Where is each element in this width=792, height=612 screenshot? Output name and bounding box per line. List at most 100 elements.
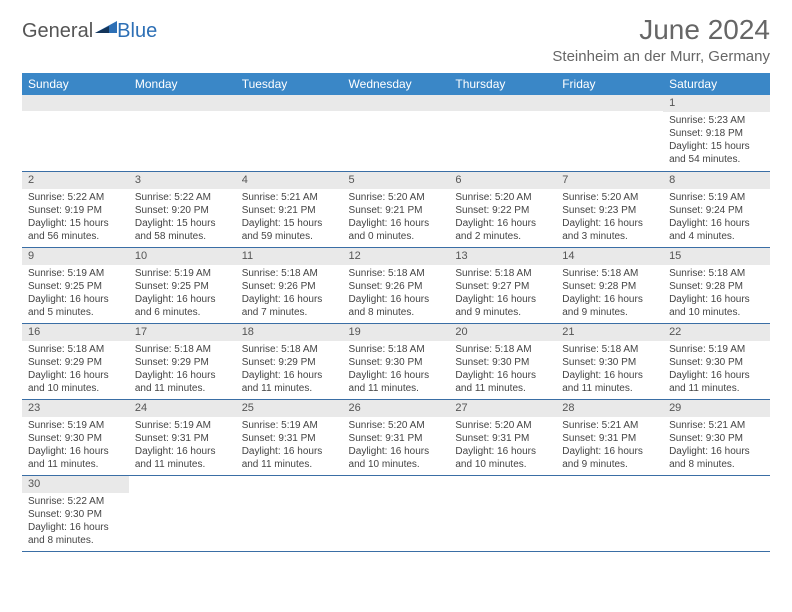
- day-details: Sunrise: 5:18 AMSunset: 9:28 PMDaylight:…: [663, 265, 770, 322]
- day-number: 25: [236, 400, 343, 417]
- day-number: 24: [129, 400, 236, 417]
- day-details: Sunrise: 5:21 AMSunset: 9:30 PMDaylight:…: [663, 417, 770, 474]
- day-line-d2: and 10 minutes.: [669, 306, 764, 319]
- empty-day-strip: [343, 95, 450, 111]
- calendar-day: 4Sunrise: 5:21 AMSunset: 9:21 PMDaylight…: [236, 171, 343, 247]
- day-line-d2: and 6 minutes.: [135, 306, 230, 319]
- calendar-day: 21Sunrise: 5:18 AMSunset: 9:30 PMDayligh…: [556, 323, 663, 399]
- weekday-header: Tuesday: [236, 73, 343, 95]
- day-line-d1: Daylight: 16 hours: [349, 293, 444, 306]
- day-line-d2: and 11 minutes.: [669, 382, 764, 395]
- day-line-sr: Sunrise: 5:19 AM: [669, 191, 764, 204]
- day-line-ss: Sunset: 9:18 PM: [669, 127, 764, 140]
- calendar-day: 25Sunrise: 5:19 AMSunset: 9:31 PMDayligh…: [236, 399, 343, 475]
- day-line-d2: and 11 minutes.: [135, 382, 230, 395]
- calendar-day-empty: [129, 475, 236, 551]
- day-line-ss: Sunset: 9:30 PM: [28, 508, 123, 521]
- day-line-ss: Sunset: 9:24 PM: [669, 204, 764, 217]
- day-line-d1: Daylight: 16 hours: [28, 445, 123, 458]
- day-line-d2: and 9 minutes.: [455, 306, 550, 319]
- day-line-sr: Sunrise: 5:22 AM: [28, 495, 123, 508]
- day-line-sr: Sunrise: 5:19 AM: [135, 419, 230, 432]
- day-line-sr: Sunrise: 5:18 AM: [135, 343, 230, 356]
- day-number: 28: [556, 400, 663, 417]
- calendar-day: 22Sunrise: 5:19 AMSunset: 9:30 PMDayligh…: [663, 323, 770, 399]
- day-line-d1: Daylight: 16 hours: [28, 369, 123, 382]
- day-number: 16: [22, 324, 129, 341]
- day-line-sr: Sunrise: 5:21 AM: [562, 419, 657, 432]
- day-line-ss: Sunset: 9:23 PM: [562, 204, 657, 217]
- weekday-header: Wednesday: [343, 73, 450, 95]
- day-line-sr: Sunrise: 5:18 AM: [455, 267, 550, 280]
- day-number: 5: [343, 172, 450, 189]
- day-details: Sunrise: 5:22 AMSunset: 9:20 PMDaylight:…: [129, 189, 236, 246]
- empty-day-strip: [129, 95, 236, 111]
- day-details: Sunrise: 5:18 AMSunset: 9:27 PMDaylight:…: [449, 265, 556, 322]
- day-number: 3: [129, 172, 236, 189]
- calendar-week: 23Sunrise: 5:19 AMSunset: 9:30 PMDayligh…: [22, 399, 770, 475]
- day-line-ss: Sunset: 9:26 PM: [242, 280, 337, 293]
- day-line-d1: Daylight: 16 hours: [455, 217, 550, 230]
- day-line-ss: Sunset: 9:30 PM: [455, 356, 550, 369]
- day-line-d1: Daylight: 16 hours: [242, 293, 337, 306]
- day-line-ss: Sunset: 9:25 PM: [28, 280, 123, 293]
- day-line-ss: Sunset: 9:31 PM: [562, 432, 657, 445]
- day-number: 10: [129, 248, 236, 265]
- calendar-day: 26Sunrise: 5:20 AMSunset: 9:31 PMDayligh…: [343, 399, 450, 475]
- calendar-day-empty: [556, 475, 663, 551]
- day-line-d2: and 8 minutes.: [669, 458, 764, 471]
- day-line-sr: Sunrise: 5:18 AM: [349, 267, 444, 280]
- day-number: 17: [129, 324, 236, 341]
- day-number: 6: [449, 172, 556, 189]
- day-number: 22: [663, 324, 770, 341]
- day-line-ss: Sunset: 9:30 PM: [349, 356, 444, 369]
- day-line-d2: and 10 minutes.: [455, 458, 550, 471]
- calendar-day: 17Sunrise: 5:18 AMSunset: 9:29 PMDayligh…: [129, 323, 236, 399]
- day-line-d1: Daylight: 16 hours: [349, 369, 444, 382]
- day-line-sr: Sunrise: 5:20 AM: [455, 419, 550, 432]
- day-line-sr: Sunrise: 5:19 AM: [669, 343, 764, 356]
- day-line-d1: Daylight: 16 hours: [28, 293, 123, 306]
- calendar-day-empty: [449, 95, 556, 171]
- day-line-d1: Daylight: 16 hours: [135, 293, 230, 306]
- day-line-sr: Sunrise: 5:21 AM: [669, 419, 764, 432]
- calendar-day: 20Sunrise: 5:18 AMSunset: 9:30 PMDayligh…: [449, 323, 556, 399]
- calendar-week: 2Sunrise: 5:22 AMSunset: 9:19 PMDaylight…: [22, 171, 770, 247]
- day-line-d1: Daylight: 16 hours: [349, 217, 444, 230]
- weekday-header: Saturday: [663, 73, 770, 95]
- day-line-sr: Sunrise: 5:19 AM: [28, 419, 123, 432]
- day-line-sr: Sunrise: 5:19 AM: [135, 267, 230, 280]
- day-line-d2: and 8 minutes.: [349, 306, 444, 319]
- day-details: Sunrise: 5:20 AMSunset: 9:31 PMDaylight:…: [343, 417, 450, 474]
- day-line-d1: Daylight: 16 hours: [562, 369, 657, 382]
- empty-day-strip: [22, 95, 129, 111]
- day-number: 19: [343, 324, 450, 341]
- day-line-d2: and 9 minutes.: [562, 458, 657, 471]
- calendar-day: 10Sunrise: 5:19 AMSunset: 9:25 PMDayligh…: [129, 247, 236, 323]
- calendar-week: 16 Sunrise: 5:18 AMSunset: 9:29 PMDayligh…: [22, 323, 770, 399]
- day-line-d2: and 54 minutes.: [669, 153, 764, 166]
- calendar-day: 8Sunrise: 5:19 AMSunset: 9:24 PMDaylight…: [663, 171, 770, 247]
- day-number: 9: [22, 248, 129, 265]
- day-number: 23: [22, 400, 129, 417]
- weekday-header: Sunday: [22, 73, 129, 95]
- calendar-day: 27Sunrise: 5:20 AMSunset: 9:31 PMDayligh…: [449, 399, 556, 475]
- month-title: June 2024: [552, 14, 770, 46]
- calendar-day: 2Sunrise: 5:22 AMSunset: 9:19 PMDaylight…: [22, 171, 129, 247]
- day-line-sr: Sunrise: 5:20 AM: [562, 191, 657, 204]
- day-line-sr: Sunrise: 5:18 AM: [669, 267, 764, 280]
- day-number: 30: [22, 476, 129, 493]
- day-line-d2: and 8 minutes.: [28, 534, 123, 547]
- day-line-sr: Sunrise: 5:20 AM: [455, 191, 550, 204]
- day-number: 4: [236, 172, 343, 189]
- day-line-d2: and 5 minutes.: [28, 306, 123, 319]
- calendar-day: 1Sunrise: 5:23 AMSunset: 9:18 PMDaylight…: [663, 95, 770, 171]
- day-details: Sunrise: 5:19 AMSunset: 9:30 PMDaylight:…: [22, 417, 129, 474]
- day-details: Sunrise: 5:18 AMSunset: 9:26 PMDaylight:…: [236, 265, 343, 322]
- day-line-ss: Sunset: 9:21 PM: [349, 204, 444, 217]
- day-details: Sunrise: 5:18 AMSunset: 9:29 PMDaylight:…: [236, 341, 343, 398]
- page-header: General Blue June 2024 Steinheim an der …: [22, 14, 770, 65]
- day-line-d1: Daylight: 16 hours: [135, 369, 230, 382]
- day-line-d2: and 9 minutes.: [562, 306, 657, 319]
- day-line-ss: Sunset: 9:20 PM: [135, 204, 230, 217]
